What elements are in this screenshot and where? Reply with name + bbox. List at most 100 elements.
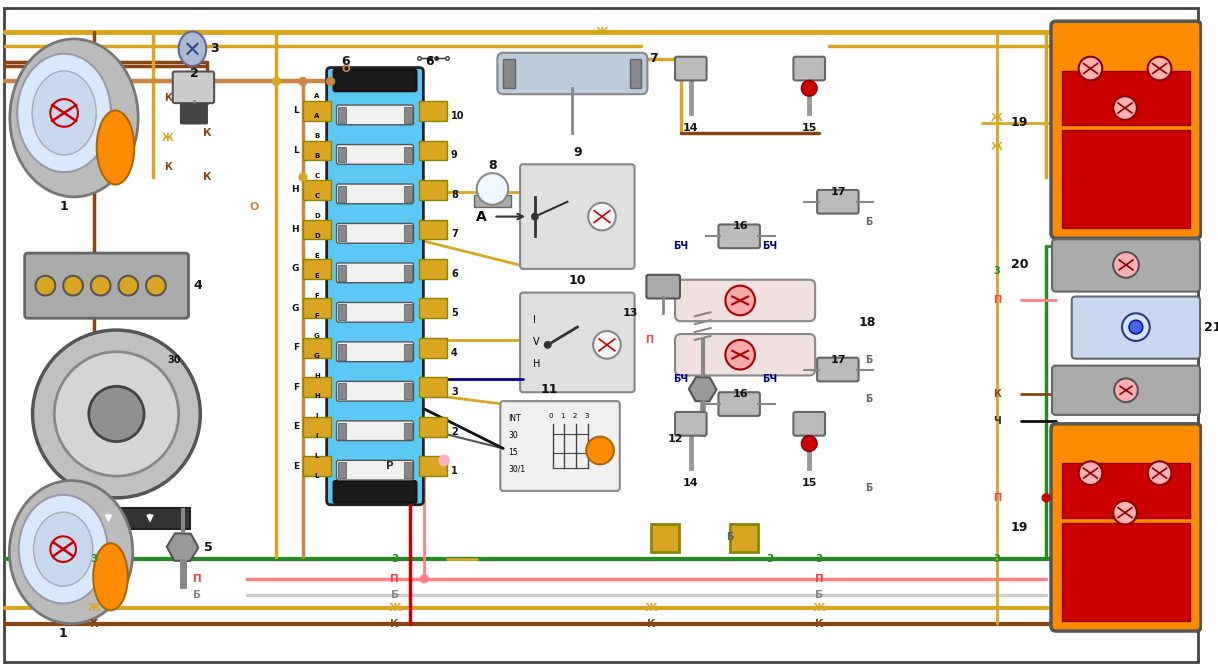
Circle shape [35,276,55,295]
Text: E: E [292,422,300,431]
Circle shape [118,276,138,295]
Text: 8: 8 [488,159,497,172]
Bar [419,299,447,318]
Text: 4: 4 [451,348,458,358]
Bar [303,417,330,437]
Text: П: П [993,295,1001,306]
Ellipse shape [18,495,107,604]
Text: 14: 14 [683,478,699,488]
Circle shape [593,331,621,358]
Bar [403,226,412,241]
Text: 0: 0 [548,413,553,419]
Bar [303,338,330,358]
Text: 3: 3 [766,554,773,564]
Text: П: П [815,574,823,584]
Circle shape [801,436,817,452]
Text: К: К [647,619,655,629]
Bar [1062,130,1190,228]
Circle shape [1114,379,1138,402]
Text: A: A [314,93,319,99]
Circle shape [1113,500,1136,525]
Text: 5: 5 [205,541,213,553]
Bar [303,377,330,397]
Text: 9: 9 [451,150,458,160]
Text: 6: 6 [341,55,350,68]
Text: 20: 20 [1011,259,1028,271]
Text: 3: 3 [816,554,822,564]
Text: B: B [314,153,319,159]
Bar [339,344,346,360]
Text: L: L [294,146,300,155]
Text: 3: 3 [391,554,398,564]
Bar [339,423,346,439]
Text: D: D [314,233,319,239]
Text: 11: 11 [541,383,558,396]
Circle shape [726,285,755,316]
FancyBboxPatch shape [334,481,417,502]
Circle shape [726,340,755,370]
Circle shape [55,352,179,476]
Text: 13: 13 [624,308,638,318]
Text: Б: Б [865,483,872,493]
Text: К: К [203,172,212,182]
FancyBboxPatch shape [675,334,815,375]
Bar [403,423,412,439]
Text: 15: 15 [801,123,817,133]
Text: О: О [250,202,259,212]
FancyBboxPatch shape [336,460,413,480]
Circle shape [1147,462,1172,485]
Text: 5: 5 [451,308,458,318]
FancyBboxPatch shape [180,104,207,124]
Text: 7: 7 [451,229,458,239]
Bar [419,377,447,397]
Text: 1: 1 [58,626,67,640]
Ellipse shape [34,512,93,586]
Text: D: D [314,213,319,219]
Bar [339,265,346,281]
Text: Ж: Ж [990,143,1002,153]
Circle shape [440,456,449,465]
Bar [652,525,678,552]
Circle shape [300,173,307,181]
FancyBboxPatch shape [793,412,825,436]
Text: I: I [315,433,318,439]
Text: 3: 3 [209,42,218,56]
Circle shape [1113,96,1136,120]
Text: 8: 8 [451,190,458,200]
Text: L: L [314,453,319,459]
Text: Б: Б [865,216,872,226]
Text: 17: 17 [831,187,847,197]
Ellipse shape [476,173,508,205]
Text: БЧ: БЧ [674,241,688,251]
FancyBboxPatch shape [675,57,706,80]
Text: 3: 3 [451,387,458,397]
Text: F: F [292,383,300,392]
Text: F: F [292,343,300,352]
Text: 9: 9 [572,146,582,159]
Text: Ж: Ж [990,113,1002,123]
Text: 21: 21 [1203,321,1218,334]
Text: E: E [314,253,319,259]
Text: G: G [314,353,319,359]
FancyBboxPatch shape [520,164,635,269]
Bar [630,59,642,88]
FancyBboxPatch shape [326,68,424,505]
Bar [303,180,330,200]
Text: G: G [291,304,300,313]
Text: V: V [533,337,540,347]
Text: Ж: Ж [596,27,608,37]
Circle shape [1043,494,1050,502]
Bar [1062,70,1190,125]
Text: 30/1: 30/1 [508,465,525,474]
Text: 30: 30 [167,354,180,364]
Ellipse shape [96,111,134,184]
FancyBboxPatch shape [675,412,706,436]
Bar [403,344,412,360]
Text: Ж: Ж [812,604,826,613]
Text: Ж: Ж [162,133,174,143]
Bar [419,417,447,437]
Bar [339,462,346,478]
Bar [1062,463,1190,517]
Bar [339,147,346,162]
Circle shape [586,437,614,464]
